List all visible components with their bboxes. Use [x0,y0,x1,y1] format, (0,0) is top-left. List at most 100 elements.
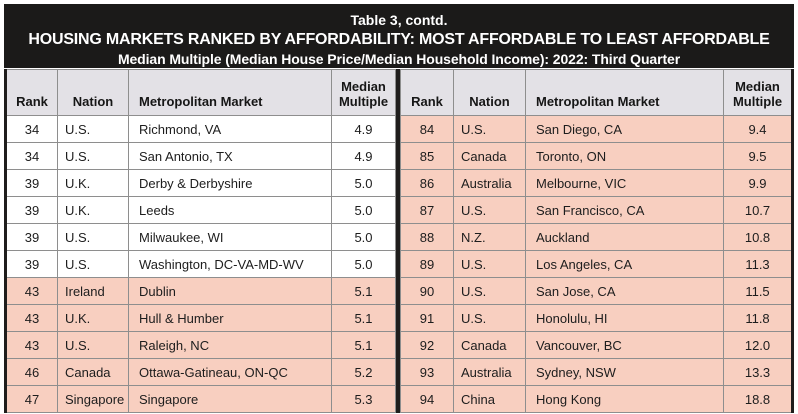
median-multiple-cell: 11.5 [723,277,793,305]
rank-cell: 90 [400,277,454,305]
table-row: 34 U.S. Richmond, VA 4.9 [5,115,396,143]
rank-cell: 39 [5,196,58,224]
market-cell: Hull & Humber [128,304,332,332]
rank-cell: 39 [5,169,58,197]
rank-cell: 84 [400,115,454,143]
nation-cell: Singapore [57,385,129,413]
market-cell: Singapore [128,385,332,413]
market-cell: San Antonio, TX [128,142,332,170]
market-cell: Dublin [128,277,332,305]
rank-cell: 93 [400,358,454,386]
header-row: Rank Nation Metropolitan Market Median M… [5,69,396,116]
market-cell: Vancouver, BC [525,331,724,359]
nation-cell: China [453,385,526,413]
median-multiple-cell: 12.0 [723,331,793,359]
rank-cell: 47 [5,385,58,413]
table-row: 92 Canada Vancouver, BC 12.0 [400,331,793,359]
column-header-median-multiple: Median Multiple [723,69,793,116]
nation-cell: N.Z. [453,223,526,251]
table-row: 46 Canada Ottawa-Gatineau, ON-QC 5.2 [5,358,396,386]
market-cell: Toronto, ON [525,142,724,170]
median-multiple-cell: 5.1 [331,277,396,305]
median-multiple-cell: 9.5 [723,142,793,170]
median-multiple-cell: 5.0 [331,250,396,278]
title-band: Table 3, contd. HOUSING MARKETS RANKED B… [4,4,794,68]
table-right-header: Rank Nation Metropolitan Market Median M… [400,69,793,116]
nation-cell: Canada [453,331,526,359]
market-cell: Milwaukee, WI [128,223,332,251]
column-header-market: Metropolitan Market [525,69,724,116]
rank-cell: 88 [400,223,454,251]
nation-cell: U.S. [453,304,526,332]
market-cell: Washington, DC-VA-MD-WV [128,250,332,278]
table-row: 39 U.S. Washington, DC-VA-MD-WV 5.0 [5,250,396,278]
nation-cell: U.K. [57,169,129,197]
nation-cell: U.S. [453,115,526,143]
market-cell: San Diego, CA [525,115,724,143]
table-row: 43 U.K. Hull & Humber 5.1 [5,304,396,332]
table-divider [396,69,400,413]
nation-cell: Australia [453,358,526,386]
nation-cell: U.K. [57,304,129,332]
rank-cell: 46 [5,358,58,386]
nation-cell: U.S. [453,277,526,305]
rank-cell: 87 [400,196,454,224]
market-cell: Hong Kong [525,385,724,413]
rank-cell: 34 [5,142,58,170]
nation-cell: U.S. [453,250,526,278]
median-multiple-cell: 4.9 [331,142,396,170]
rank-cell: 43 [5,304,58,332]
table-row: 47 Singapore Singapore 5.3 [5,385,396,413]
market-cell: Richmond, VA [128,115,332,143]
median-multiple-cell: 5.0 [331,196,396,224]
table-row: 93 Australia Sydney, NSW 13.3 [400,358,793,386]
median-multiple-cell: 10.8 [723,223,793,251]
market-cell: Leeds [128,196,332,224]
nation-cell: U.S. [57,250,129,278]
nation-cell: Canada [57,358,129,386]
nation-cell: U.S. [57,115,129,143]
market-cell: Sydney, NSW [525,358,724,386]
table-row: 90 U.S. San Jose, CA 11.5 [400,277,793,305]
rank-cell: 85 [400,142,454,170]
rank-cell: 39 [5,250,58,278]
column-header-market: Metropolitan Market [128,69,332,116]
table-left-body: 34 U.S. Richmond, VA 4.9 34 U.S. San Ant… [5,115,396,413]
rank-cell: 86 [400,169,454,197]
median-multiple-cell: 10.7 [723,196,793,224]
median-multiple-cell: 5.1 [331,331,396,359]
nation-cell: U.S. [57,142,129,170]
median-multiple-cell: 9.4 [723,115,793,143]
nation-cell: U.S. [453,196,526,224]
rank-cell: 92 [400,331,454,359]
rank-cell: 43 [5,277,58,305]
nation-cell: U.S. [57,223,129,251]
table-row: 87 U.S. San Francisco, CA 10.7 [400,196,793,224]
column-header-nation: Nation [453,69,526,116]
median-multiple-cell: 5.2 [331,358,396,386]
median-multiple-cell: 18.8 [723,385,793,413]
rank-cell: 91 [400,304,454,332]
market-cell: San Francisco, CA [525,196,724,224]
median-multiple-cell: 11.8 [723,304,793,332]
nation-cell: Canada [453,142,526,170]
table-row: 86 Australia Melbourne, VIC 9.9 [400,169,793,197]
median-multiple-cell: 11.3 [723,250,793,278]
table-row: 94 China Hong Kong 18.8 [400,385,793,413]
median-multiple-cell: 5.0 [331,223,396,251]
median-multiple-cell: 5.3 [331,385,396,413]
table-row: 85 Canada Toronto, ON 9.5 [400,142,793,170]
table-row: 88 N.Z. Auckland 10.8 [400,223,793,251]
nation-cell: Australia [453,169,526,197]
rank-cell: 43 [5,331,58,359]
rank-cell: 34 [5,115,58,143]
median-multiple-cell: 5.1 [331,304,396,332]
table-number-title: Table 3, contd. [350,12,448,28]
table-main-heading: HOUSING MARKETS RANKED BY AFFORDABILITY:… [28,31,770,48]
median-multiple-cell: 9.9 [723,169,793,197]
market-cell: Ottawa-Gatineau, ON-QC [128,358,332,386]
table-row: 43 U.S. Raleigh, NC 5.1 [5,331,396,359]
column-header-rank: Rank [5,69,58,116]
nation-cell: U.S. [57,331,129,359]
